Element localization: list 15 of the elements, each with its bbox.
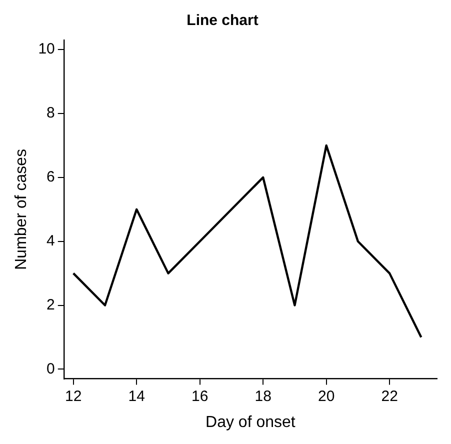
- x-tick-label: 20: [318, 388, 335, 405]
- x-axis-title: Day of onset: [206, 414, 296, 431]
- x-tick-label: 18: [254, 388, 272, 405]
- y-axis-title: Number of cases: [13, 148, 30, 270]
- x-tick-label: 22: [381, 388, 398, 405]
- y-tick-label: 6: [46, 168, 55, 186]
- chart-title: Line chart: [186, 12, 258, 30]
- y-tick-label: 10: [38, 40, 55, 58]
- x-tick-label: 14: [128, 388, 145, 405]
- y-tick-label: 0: [46, 360, 55, 378]
- y-tick-label: 8: [46, 104, 55, 122]
- y-tick-label: 2: [46, 296, 55, 314]
- x-tick-label: 16: [192, 388, 208, 405]
- x-tick-label: 12: [65, 388, 82, 405]
- y-tick-label: 4: [46, 232, 55, 250]
